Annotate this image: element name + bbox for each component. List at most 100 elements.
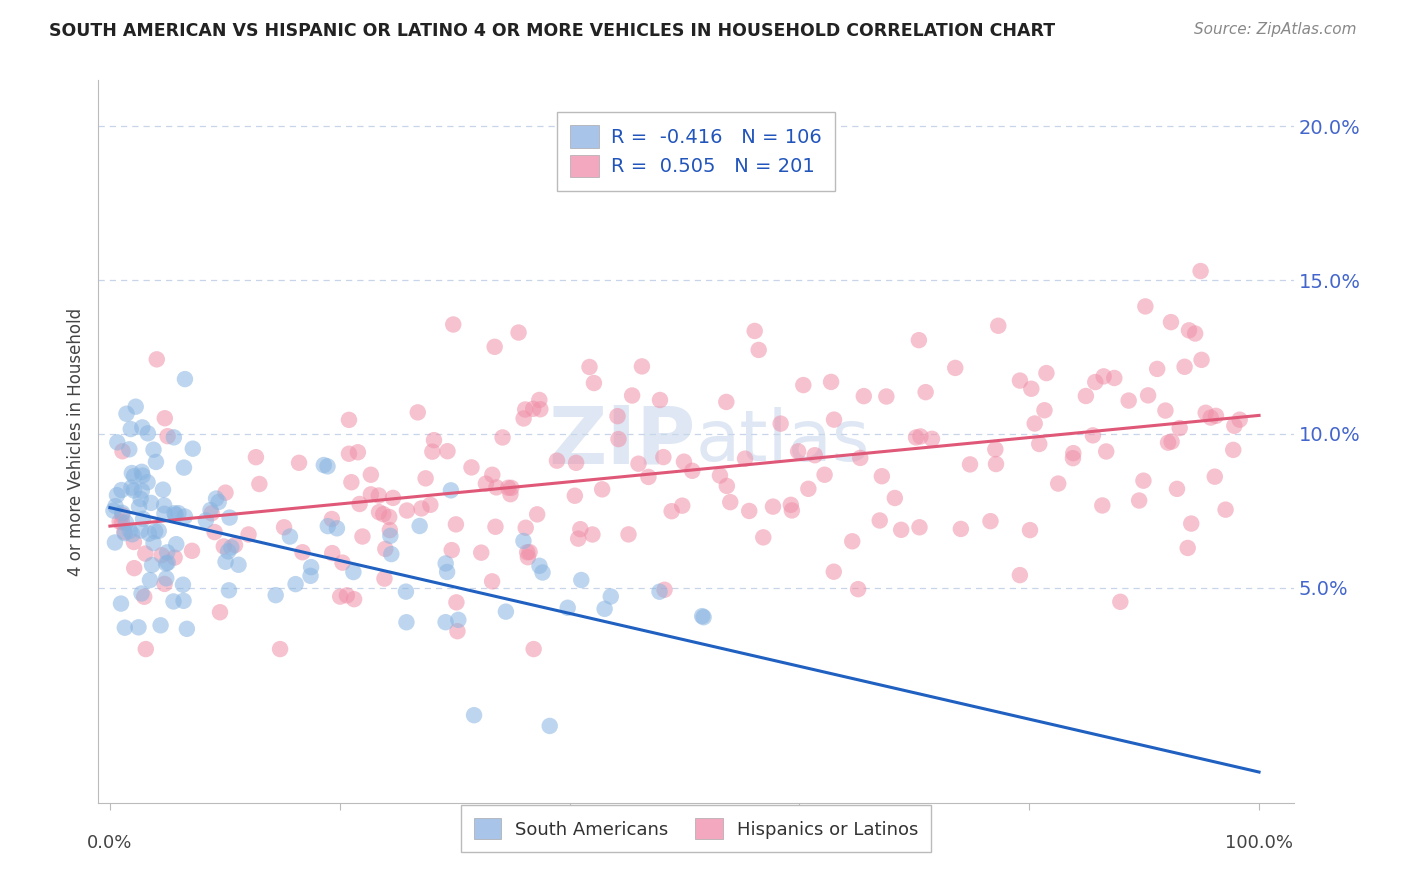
Point	[153, 577, 176, 591]
Point	[173, 460, 195, 475]
Point	[1191, 352, 1213, 367]
Point	[349, 497, 371, 511]
Point	[214, 555, 236, 569]
Point	[121, 527, 143, 541]
Point	[910, 429, 932, 443]
Point	[165, 508, 187, 522]
Point	[156, 556, 179, 570]
Point	[762, 500, 785, 514]
Point	[153, 507, 176, 521]
Point	[516, 545, 538, 559]
Point	[1084, 375, 1107, 389]
Point	[823, 412, 845, 426]
Point	[131, 483, 153, 498]
Point	[869, 513, 891, 527]
Point	[1074, 389, 1097, 403]
Point	[395, 584, 418, 599]
Point	[496, 481, 519, 495]
Point	[581, 527, 603, 541]
Point	[139, 496, 162, 510]
Point	[238, 527, 260, 541]
Point	[446, 624, 468, 639]
Point	[1008, 568, 1031, 582]
Point	[380, 529, 402, 543]
Point	[269, 642, 291, 657]
Point	[332, 556, 354, 570]
Text: 100.0%: 100.0%	[1225, 833, 1294, 852]
Point	[508, 326, 530, 340]
Point	[823, 565, 845, 579]
Point	[321, 512, 343, 526]
Point	[423, 433, 446, 447]
Point	[1118, 393, 1140, 408]
Point	[278, 529, 301, 543]
Point	[162, 594, 184, 608]
Point	[1024, 417, 1046, 431]
Point	[181, 544, 204, 558]
Point	[408, 519, 430, 533]
Point	[484, 520, 506, 534]
Point	[172, 578, 194, 592]
Point	[1019, 523, 1042, 537]
Point	[564, 489, 586, 503]
Point	[108, 515, 131, 529]
Point	[373, 572, 395, 586]
Point	[529, 392, 551, 407]
Point	[129, 491, 152, 506]
Point	[343, 592, 366, 607]
Point	[139, 573, 162, 587]
Point	[1180, 516, 1202, 531]
Point	[529, 558, 551, 573]
Point	[495, 605, 517, 619]
Point	[163, 550, 186, 565]
Point	[846, 582, 869, 596]
Point	[122, 561, 145, 575]
Point	[378, 510, 401, 524]
Point	[284, 577, 307, 591]
Point	[181, 442, 204, 456]
Point	[291, 545, 314, 559]
Point	[820, 375, 842, 389]
Point	[336, 588, 359, 602]
Point	[378, 523, 401, 537]
Point	[299, 560, 322, 574]
Point	[1047, 476, 1070, 491]
Point	[914, 385, 936, 400]
Point	[118, 442, 141, 457]
Point	[373, 507, 395, 521]
Text: ZIP: ZIP	[548, 402, 696, 481]
Point	[135, 642, 157, 657]
Point	[129, 524, 152, 538]
Point	[716, 395, 738, 409]
Point	[1109, 595, 1132, 609]
Point	[434, 557, 457, 571]
Point	[519, 545, 541, 559]
Point	[247, 477, 270, 491]
Point	[380, 547, 402, 561]
Point	[125, 400, 148, 414]
Point	[153, 499, 176, 513]
Point	[111, 508, 134, 522]
Point	[621, 388, 644, 402]
Point	[813, 467, 835, 482]
Point	[131, 465, 153, 479]
Point	[337, 413, 360, 427]
Point	[779, 498, 801, 512]
Point	[738, 504, 761, 518]
Point	[654, 582, 676, 597]
Point	[143, 524, 166, 539]
Point	[120, 481, 142, 495]
Point	[165, 537, 187, 551]
Point	[1184, 326, 1206, 341]
Point	[217, 544, 239, 558]
Point	[114, 526, 136, 541]
Point	[709, 468, 731, 483]
Point	[515, 521, 537, 535]
Point	[744, 324, 766, 338]
Point	[463, 708, 485, 723]
Point	[436, 565, 458, 579]
Point	[681, 464, 703, 478]
Point	[163, 430, 186, 444]
Point	[690, 609, 713, 624]
Point	[440, 543, 463, 558]
